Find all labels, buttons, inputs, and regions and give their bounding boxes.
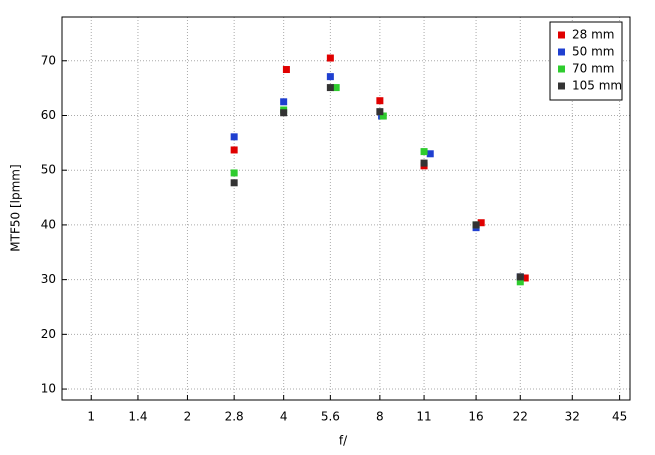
point <box>376 97 384 105</box>
point <box>516 273 524 281</box>
point <box>326 84 334 92</box>
point <box>230 146 238 154</box>
point <box>477 219 485 227</box>
x-tick-label: 16 <box>468 410 483 424</box>
point <box>379 112 387 120</box>
legend-marker <box>558 48 565 56</box>
legend-marker <box>558 31 565 39</box>
legend-marker <box>558 65 565 73</box>
point <box>472 221 480 229</box>
point <box>332 84 340 92</box>
point <box>230 169 238 177</box>
point <box>230 133 238 141</box>
legend-label: 105 mm <box>572 79 622 93</box>
x-tick-label: 1.4 <box>128 410 147 424</box>
point <box>426 150 434 158</box>
x-tick-label: 4 <box>280 410 288 424</box>
point <box>420 159 428 167</box>
x-axis-label: f/ <box>339 434 348 448</box>
legend-label: 50 mm <box>572 45 614 59</box>
point <box>521 274 529 282</box>
y-tick-label: 30 <box>41 272 56 286</box>
y-tick-label: 20 <box>41 327 56 341</box>
point <box>282 66 290 74</box>
point <box>420 148 428 156</box>
point <box>280 98 288 106</box>
x-tick-label: 1 <box>87 410 95 424</box>
y-tick-label: 10 <box>41 382 56 396</box>
plot-frame <box>61 16 631 401</box>
legend-label: 70 mm <box>572 62 614 76</box>
y-tick-label: 60 <box>41 108 56 122</box>
point <box>376 108 384 116</box>
x-tick-label: 22 <box>513 410 528 424</box>
point <box>326 54 334 62</box>
point <box>326 73 334 81</box>
legend-marker <box>558 82 565 90</box>
x-tick-label: 2 <box>184 410 192 424</box>
y-tick-label: 50 <box>41 163 56 177</box>
x-tick-label: 2.8 <box>225 410 244 424</box>
x-tick-label: 32 <box>565 410 580 424</box>
y-axis-label: MTF50 [lpmm] <box>9 164 23 251</box>
x-tick-label: 8 <box>376 410 384 424</box>
point <box>230 179 238 187</box>
y-tick-label: 70 <box>41 53 56 67</box>
legend-label: 28 mm <box>572 28 614 42</box>
x-tick-label: 5.6 <box>321 410 340 424</box>
point <box>280 109 288 117</box>
x-tick-label: 11 <box>416 410 431 424</box>
point <box>516 278 524 286</box>
y-tick-label: 40 <box>41 217 56 231</box>
x-tick-label: 45 <box>612 410 627 424</box>
